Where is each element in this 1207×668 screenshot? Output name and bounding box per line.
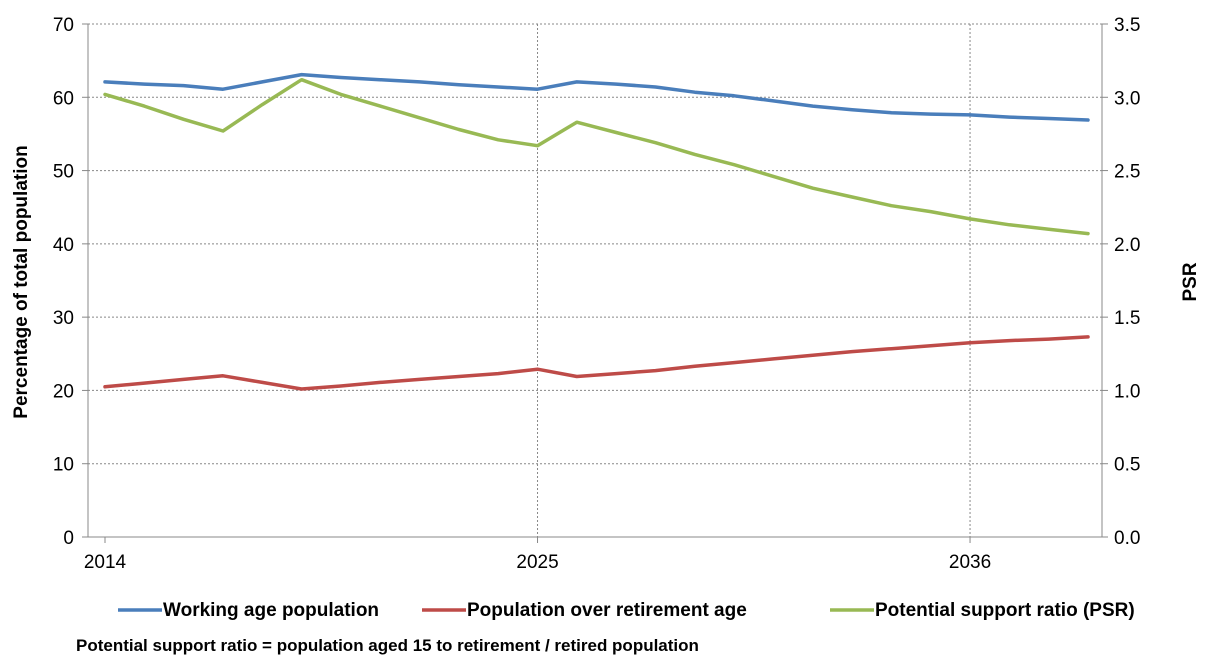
- x-tick-label: 2036: [949, 552, 991, 573]
- right-tick-label: 2.0: [1114, 235, 1140, 256]
- left-tick-label: 70: [53, 15, 74, 36]
- left-tick-label: 30: [53, 308, 74, 329]
- right-axis-tick-labels: 0.0 0.5 1.0 1.5 2.0 2.5 3.0 3.5: [1114, 15, 1140, 549]
- right-tick-label: 3.0: [1114, 88, 1140, 109]
- chart: 0 10 20 30 40 50 60 70 0.0 0.5 1.0 1.5 2.0 2.5 3.0 3.5…: [11, 15, 1201, 621]
- left-axis-label: Percentage of total population: [11, 145, 32, 418]
- right-tick-label: 0.0: [1114, 528, 1140, 549]
- legend: Working age population Population over re…: [118, 600, 1135, 621]
- left-tick-label: 0: [63, 528, 74, 549]
- horizontal-gridlines: [88, 23, 1102, 465]
- left-tick-label: 60: [53, 88, 74, 109]
- series-line-2: [103, 335, 1090, 391]
- series-lines: [103, 72, 1090, 391]
- x-tick-label: 2014: [84, 552, 127, 573]
- left-tick-label: 10: [53, 455, 74, 476]
- series-line-1: [103, 72, 1090, 122]
- right-axis-label: PSR: [1180, 262, 1201, 301]
- vertical-gridlines: [537, 24, 971, 537]
- legend-label: Potential support ratio (PSR): [875, 600, 1135, 621]
- left-tick-label: 50: [53, 162, 74, 183]
- x-axis-tick-labels: 2014 2025 2036: [84, 552, 991, 573]
- x-tick-label: 2025: [516, 552, 558, 573]
- left-tick-label: 20: [53, 381, 74, 402]
- left-axis-tick-labels: 0 10 20 30 40 50 60 70: [53, 15, 74, 549]
- right-tick-label: 2.5: [1114, 162, 1140, 183]
- right-tick-label: 0.5: [1114, 455, 1140, 476]
- left-tick-label: 40: [53, 235, 74, 256]
- right-tick-label: 1.5: [1114, 308, 1140, 329]
- legend-label: Working age population: [163, 600, 379, 621]
- right-tick-label: 1.0: [1114, 381, 1140, 402]
- series-line-3: [103, 77, 1090, 236]
- right-tick-label: 3.5: [1114, 15, 1140, 36]
- legend-label: Population over retirement age: [467, 600, 747, 621]
- footnote: Potential support ratio = population age…: [76, 636, 699, 655]
- axes: [82, 23, 1108, 543]
